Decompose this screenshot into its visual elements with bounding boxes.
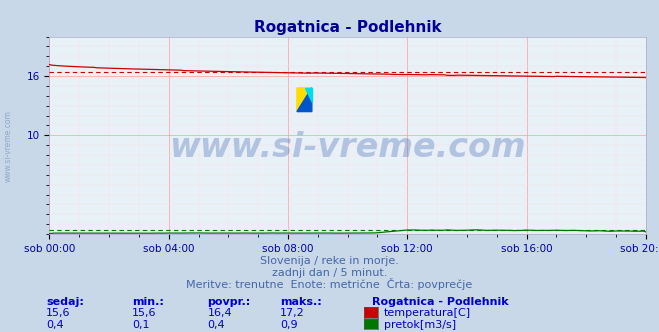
Title: Rogatnica - Podlehnik: Rogatnica - Podlehnik — [254, 20, 442, 35]
Text: min.:: min.: — [132, 297, 163, 307]
Text: Meritve: trenutne  Enote: metrične  Črta: povprečje: Meritve: trenutne Enote: metrične Črta: … — [186, 278, 473, 290]
Text: Rogatnica - Podlehnik: Rogatnica - Podlehnik — [372, 297, 509, 307]
Text: Slovenija / reke in morje.: Slovenija / reke in morje. — [260, 256, 399, 266]
Text: 15,6: 15,6 — [132, 308, 156, 318]
Text: zadnji dan / 5 minut.: zadnji dan / 5 minut. — [272, 268, 387, 278]
Polygon shape — [305, 88, 312, 102]
Text: temperatura[C]: temperatura[C] — [384, 308, 471, 318]
Text: 0,9: 0,9 — [280, 320, 298, 330]
Text: 16,4: 16,4 — [208, 308, 232, 318]
Text: povpr.:: povpr.: — [208, 297, 251, 307]
Text: 17,2: 17,2 — [280, 308, 305, 318]
Text: maks.:: maks.: — [280, 297, 322, 307]
Text: 0,4: 0,4 — [46, 320, 64, 330]
Text: 0,4: 0,4 — [208, 320, 225, 330]
Polygon shape — [297, 88, 312, 112]
Text: sedaj:: sedaj: — [46, 297, 84, 307]
Polygon shape — [297, 88, 312, 112]
Text: www.si-vreme.com: www.si-vreme.com — [3, 110, 13, 182]
Text: www.si-vreme.com: www.si-vreme.com — [169, 131, 526, 164]
Text: 15,6: 15,6 — [46, 308, 71, 318]
Text: pretok[m3/s]: pretok[m3/s] — [384, 320, 455, 330]
Text: 0,1: 0,1 — [132, 320, 150, 330]
